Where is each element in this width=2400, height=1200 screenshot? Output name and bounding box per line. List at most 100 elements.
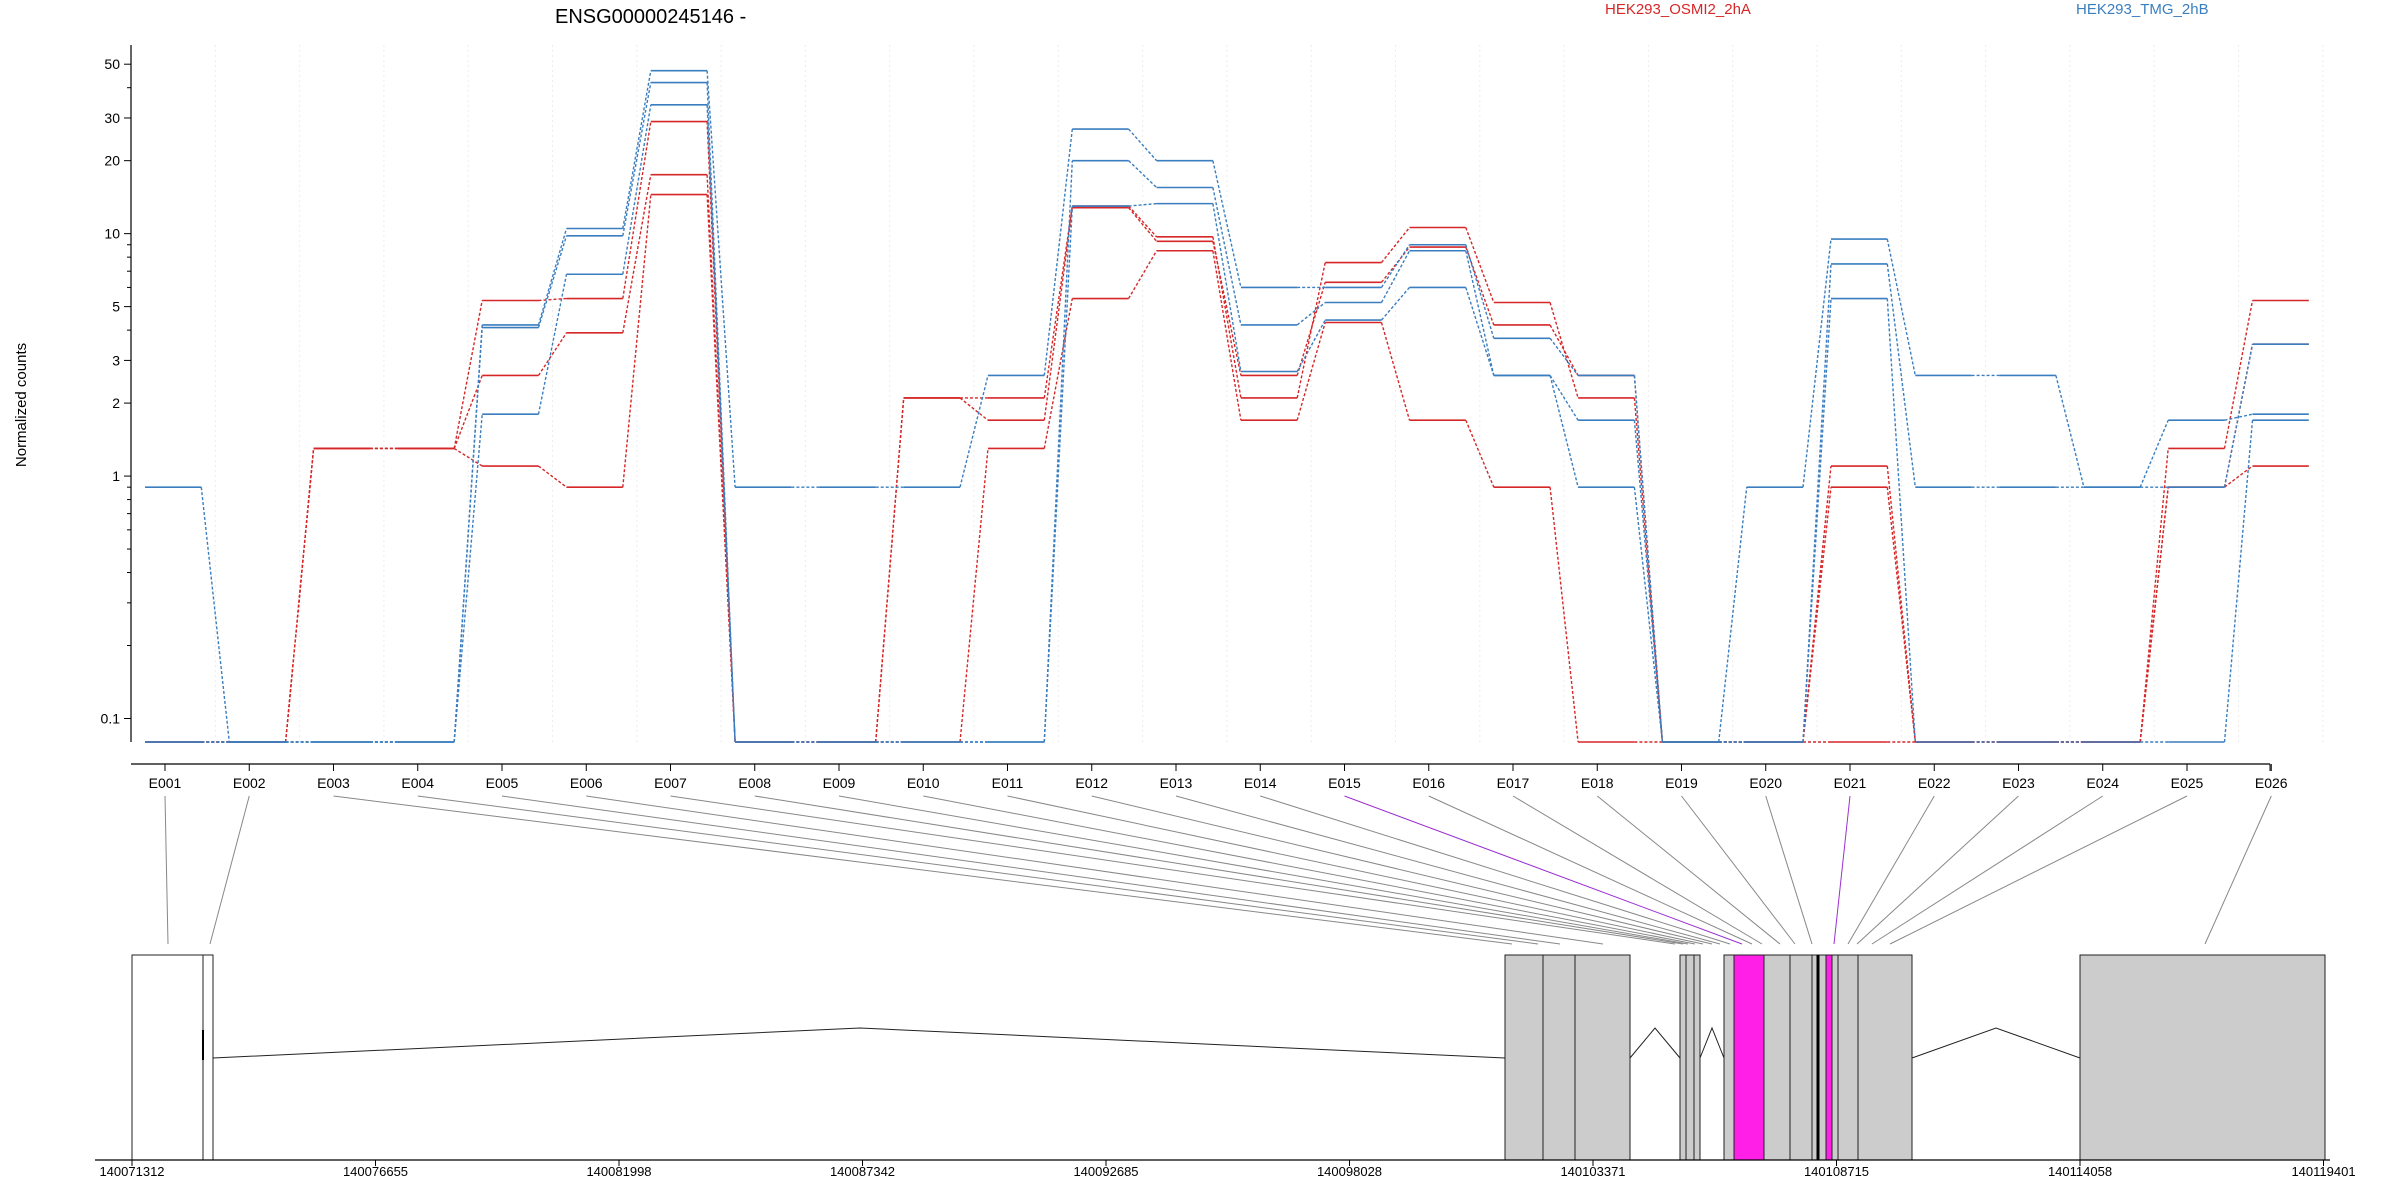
- series-6-link: [622, 104, 652, 275]
- x-tick-label: E005: [486, 775, 519, 791]
- exon-connector: [923, 795, 1696, 945]
- series-4-link: [1549, 337, 1579, 376]
- y-tick-label: 10: [104, 226, 120, 242]
- series-4-link: [1802, 238, 1832, 488]
- series-1-link: [2223, 300, 2254, 449]
- series-1-link: [1128, 205, 1158, 238]
- series-6-link: [1380, 286, 1411, 321]
- series-1-link: [1296, 262, 1326, 399]
- series-3-link: [959, 448, 989, 743]
- series-5-link: [1549, 375, 1579, 421]
- exon-connector: [1260, 795, 1731, 945]
- x-tick-label: E007: [654, 775, 687, 791]
- exon-connector: [1007, 795, 1704, 945]
- exon-block: [1831, 954, 1839, 1161]
- series-4-link: [1886, 238, 1916, 376]
- y-tick-label: 2: [112, 395, 120, 411]
- intron-line: [212, 1027, 1506, 1059]
- series-5-link: [1886, 263, 1916, 488]
- x-tick-label: E013: [1160, 775, 1193, 791]
- series-6-link: [2223, 420, 2254, 743]
- series-6-link: [1212, 203, 1242, 372]
- series-6-link: [1549, 375, 1579, 488]
- exon-connector: [586, 795, 1604, 945]
- exon-connector: [1428, 795, 1753, 945]
- series-3-link: [538, 465, 567, 488]
- series-5-link: [1633, 420, 1664, 743]
- series-2-link: [1296, 282, 1326, 376]
- series-2-link: [875, 397, 905, 743]
- coordinate-label: 140087342: [830, 1164, 895, 1179]
- coordinate-label: 140098028: [1317, 1164, 1382, 1179]
- series-4-link: [706, 70, 736, 488]
- x-tick-label: E015: [1328, 775, 1361, 791]
- series-6: [145, 104, 2309, 743]
- exon-connector: [1344, 795, 1743, 945]
- series-1-link: [1465, 227, 1495, 303]
- series-5-link: [1212, 187, 1242, 326]
- series-6-link: [1802, 298, 1832, 743]
- x-tick-label: E014: [1244, 775, 1277, 791]
- exon-block: [1504, 954, 1544, 1161]
- series-6-link: [1633, 487, 1664, 743]
- series-6-link: [1465, 287, 1495, 376]
- exon-connector: [1847, 795, 1935, 945]
- x-tick-label: E008: [738, 775, 771, 791]
- series-2-link: [1802, 487, 1832, 743]
- x-tick-label: E025: [2171, 775, 2204, 791]
- series-3-link: [622, 194, 652, 488]
- exon-block: [1763, 954, 1791, 1161]
- x-tick-label: E021: [1834, 775, 1867, 791]
- x-tick-label: E018: [1581, 775, 1614, 791]
- y-tick-label: 30: [104, 110, 120, 126]
- x-tick-label: E020: [1749, 775, 1782, 791]
- legend-entry-osmi2: HEK293_OSMI2_2hA: [1605, 1, 1751, 18]
- x-tick-label: E023: [2002, 775, 2035, 791]
- series-3-link: [1043, 298, 1073, 449]
- intron-line: [1699, 1026, 1725, 1059]
- series-2-link: [1212, 241, 1242, 376]
- exon-connector: [417, 795, 1539, 945]
- y-tick-label: 50: [104, 56, 120, 72]
- series-1-link: [1043, 205, 1073, 399]
- x-tick-label: E026: [2255, 775, 2288, 791]
- exon-connector: [501, 795, 1561, 945]
- series-5-link: [2223, 344, 2254, 488]
- exon-connector: [1856, 795, 2019, 945]
- exon-block: [1837, 954, 1859, 1161]
- exon-block: [1825, 954, 1833, 1161]
- series-4-link: [1380, 244, 1411, 288]
- series-6-link: [453, 414, 483, 743]
- exon-connector: [209, 795, 250, 945]
- series-4-link: [1465, 244, 1495, 339]
- x-tick-label: E009: [823, 775, 856, 791]
- x-tick-label: E012: [1075, 775, 1108, 791]
- intron-line: [1629, 1027, 1681, 1059]
- y-axis-label: Normalized counts: [13, 343, 30, 467]
- series-3-link: [1549, 487, 1579, 743]
- series-2-link: [622, 174, 652, 333]
- x-tick-label: E016: [1412, 775, 1445, 791]
- x-tick-label: E001: [149, 775, 182, 791]
- exon-connector: [670, 795, 1676, 945]
- series-2-link: [537, 332, 568, 376]
- coordinate-label: 140092685: [1073, 1164, 1138, 1179]
- series-5-link: [537, 235, 568, 328]
- series-3-link: [1380, 322, 1411, 421]
- y-tick-label: 20: [104, 153, 120, 169]
- series-2-link: [1043, 207, 1073, 421]
- x-tick-label: E011: [992, 775, 1024, 791]
- exon-connector: [1175, 795, 1721, 945]
- coordinate-axis: 140071312 140076655 140081998 140087342 1400…: [95, 1159, 2356, 1179]
- x-tick-label: E017: [1497, 775, 1530, 791]
- exon-block: [1685, 954, 1695, 1161]
- exon-block: [1733, 954, 1765, 1161]
- series-5-link: [453, 327, 483, 743]
- exon-block: [1542, 954, 1576, 1161]
- series-4-link: [1212, 160, 1242, 288]
- series-4-link: [1128, 128, 1158, 162]
- exon-connector: [1091, 795, 1713, 945]
- exon-block: [1723, 954, 1735, 1161]
- y-axis: 0.1 1 2 3 5 10 20 30 50: [101, 45, 132, 742]
- x-tick-label: E003: [317, 775, 350, 791]
